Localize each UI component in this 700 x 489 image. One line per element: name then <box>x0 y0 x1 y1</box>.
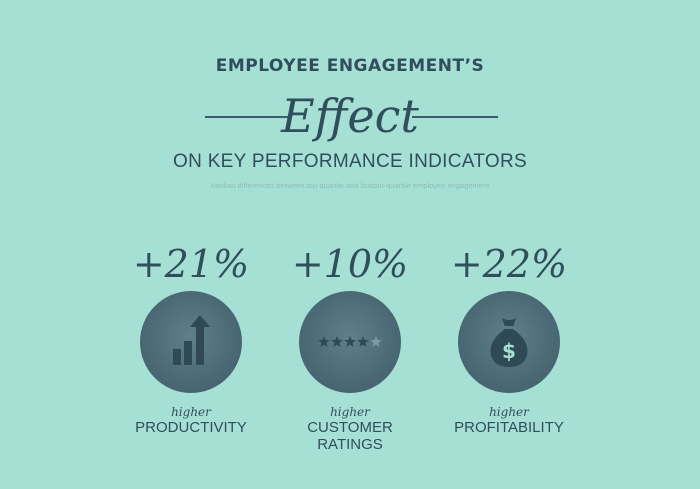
kpi-circle <box>140 291 242 393</box>
effect-row: Effect <box>0 88 700 144</box>
right-rule <box>412 116 498 118</box>
effect-word: Effect <box>281 89 419 143</box>
dollar-sign: $ <box>502 339 516 363</box>
star-filled-icon <box>318 335 330 348</box>
kpi-circle: $ <box>458 291 560 393</box>
kpi-circle <box>299 291 401 393</box>
star-filled-icon <box>344 335 356 348</box>
kpi-value: +10% <box>291 242 409 286</box>
kpi-qualifier: higher <box>330 405 370 419</box>
kpi-label: CUSTOMER RATINGS <box>307 419 393 453</box>
kpi-label: PROFITABILITY <box>454 419 564 436</box>
subtitle: ON KEY PERFORMANCE INDICATORS <box>173 151 527 172</box>
kpi-productivity: +21% higher PRODUCTIVITY <box>116 240 266 436</box>
kpi-qualifier: higher <box>489 405 529 419</box>
title-top: EMPLOYEE ENGAGEMENT’S <box>215 56 485 76</box>
money-bag-icon: $ <box>490 318 528 367</box>
kpi-label: PRODUCTIVITY <box>135 419 247 436</box>
kpi-customer-ratings: +10% higher CUSTOMER RATINGS <box>275 240 425 453</box>
left-rule <box>205 116 291 118</box>
bar-chart-arrow-icon <box>173 315 210 365</box>
kpi-qualifier: higher <box>171 405 211 419</box>
star-rating-icon <box>318 335 382 348</box>
star-filled-icon <box>331 335 343 348</box>
footnote: Median differences between top-quartile … <box>210 181 490 190</box>
star-empty-icon <box>370 335 382 348</box>
kpi-value: +21% <box>132 242 250 286</box>
star-filled-icon <box>357 335 369 348</box>
kpi-value: +22% <box>450 242 568 286</box>
kpi-profitability: +22% $ higher PROFITABILITY <box>434 240 584 436</box>
